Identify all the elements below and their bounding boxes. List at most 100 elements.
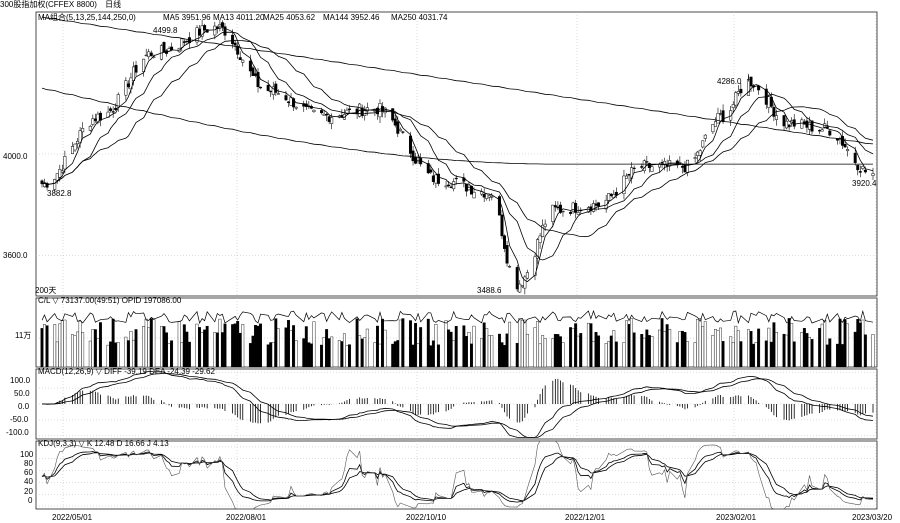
volume-bar (538, 343, 542, 368)
volume-bar (55, 341, 59, 368)
volume-bar (348, 344, 351, 368)
candle-body (739, 88, 743, 94)
candle-body (266, 84, 270, 91)
candle-body (538, 235, 542, 243)
volume-bar (856, 319, 860, 368)
volume-bar (147, 327, 151, 368)
volume-bar (259, 323, 262, 368)
candle-body (195, 27, 199, 43)
volume-bar (843, 319, 847, 368)
ma-header[interactable]: MA组合(5,13,25,144,250,0) (38, 12, 136, 22)
volume-bar (81, 332, 85, 368)
volume-bar (76, 331, 80, 368)
candle-body (553, 205, 557, 208)
candle-body (330, 117, 334, 124)
candle-body (88, 126, 92, 131)
candle-body (236, 45, 240, 55)
candle-body (454, 177, 458, 180)
candle-body (787, 124, 791, 128)
volume-bar (640, 333, 644, 368)
macd-header[interactable]: MACD(12,26,9) ▽ DIFF -39.19 DEA -24.39 -… (38, 367, 215, 376)
volume-bar (109, 341, 113, 368)
candle-body (401, 131, 405, 133)
volume-bar (808, 336, 811, 368)
candle-body (835, 138, 839, 141)
candle-body (200, 25, 204, 37)
volume-bar (686, 341, 689, 368)
candle-body (622, 175, 626, 194)
candle-body (464, 183, 468, 192)
candle-body (287, 101, 290, 103)
volume-bar (340, 341, 344, 368)
candle-body (431, 175, 435, 182)
volume-bar (205, 325, 209, 368)
candle-body (853, 152, 857, 163)
x-axis-date: 2023/02/01 (716, 513, 757, 522)
candle-body (541, 224, 545, 237)
stock-chart[interactable]: MA组合(5,13,25,144,250,0) MA5 3951.96 MA13 … (0, 10, 900, 523)
volume-bar (523, 319, 527, 368)
ma-value-label: MA144 3952.46 (323, 13, 380, 22)
candle-body (259, 86, 263, 89)
volume-panel[interactable] (40, 309, 875, 368)
volume-bar (622, 342, 626, 368)
candle-body (614, 191, 618, 196)
volume-bar (431, 340, 435, 368)
volume-bar (609, 335, 613, 368)
volume-bar (180, 342, 184, 368)
volume-header[interactable]: C/L ▽ 73137.00(49:51) OPID 197086.00 (38, 296, 182, 305)
volume-bar (785, 334, 789, 368)
candle-body (632, 167, 636, 170)
volume-bar (612, 330, 616, 368)
volume-bar (515, 342, 519, 368)
kdj-header[interactable]: KDJ(9,3,3) ▽ K 12.48 D 16.66 J 4.13 (38, 439, 169, 448)
kdj-panel[interactable] (41, 440, 874, 510)
volume-bar (680, 330, 684, 368)
volume-bar (774, 332, 778, 368)
volume-axis-label: 11万 (15, 331, 31, 340)
volume-bar (185, 331, 189, 368)
volume-bar (53, 324, 57, 368)
volume-bar (302, 338, 306, 368)
volume-bar (574, 323, 578, 368)
candle-body (73, 143, 77, 151)
candle-body (241, 59, 245, 63)
candle-body (703, 134, 707, 139)
candle-body (594, 203, 598, 206)
volume-bar (307, 342, 311, 368)
candle-body (716, 113, 720, 124)
candle-body (393, 118, 397, 126)
candle-body (203, 25, 207, 31)
volume-bar (597, 335, 600, 368)
volume-bar (754, 342, 758, 368)
volume-bar (556, 334, 560, 368)
volume-bar (360, 338, 364, 368)
candle-body (487, 195, 491, 198)
volume-bar (126, 340, 130, 368)
candle-body (642, 160, 646, 172)
candle-body (731, 104, 735, 108)
candle-body (327, 116, 331, 122)
volume-bar (167, 343, 171, 368)
volume-bar (78, 320, 82, 368)
volume-bar (436, 344, 440, 368)
volume-bar (719, 327, 722, 368)
volume-bar (627, 323, 631, 368)
candle-body (325, 114, 329, 116)
volume-bar (701, 326, 705, 368)
volume-bar (429, 345, 433, 368)
volume-bar (162, 326, 166, 368)
candle-body (233, 42, 237, 46)
volume-bar (551, 338, 555, 368)
candle-body (429, 169, 433, 173)
volume-bar (533, 327, 537, 368)
macd-panel[interactable] (41, 370, 874, 438)
macd-diff-line (41, 370, 874, 438)
price-panel[interactable] (40, 16, 875, 295)
candle-body (124, 80, 128, 96)
volume-bar (767, 327, 771, 368)
volume-bar (358, 335, 362, 368)
period-selector[interactable]: 日线 (105, 0, 122, 9)
candle-body (98, 112, 102, 121)
candle-body (45, 183, 49, 188)
